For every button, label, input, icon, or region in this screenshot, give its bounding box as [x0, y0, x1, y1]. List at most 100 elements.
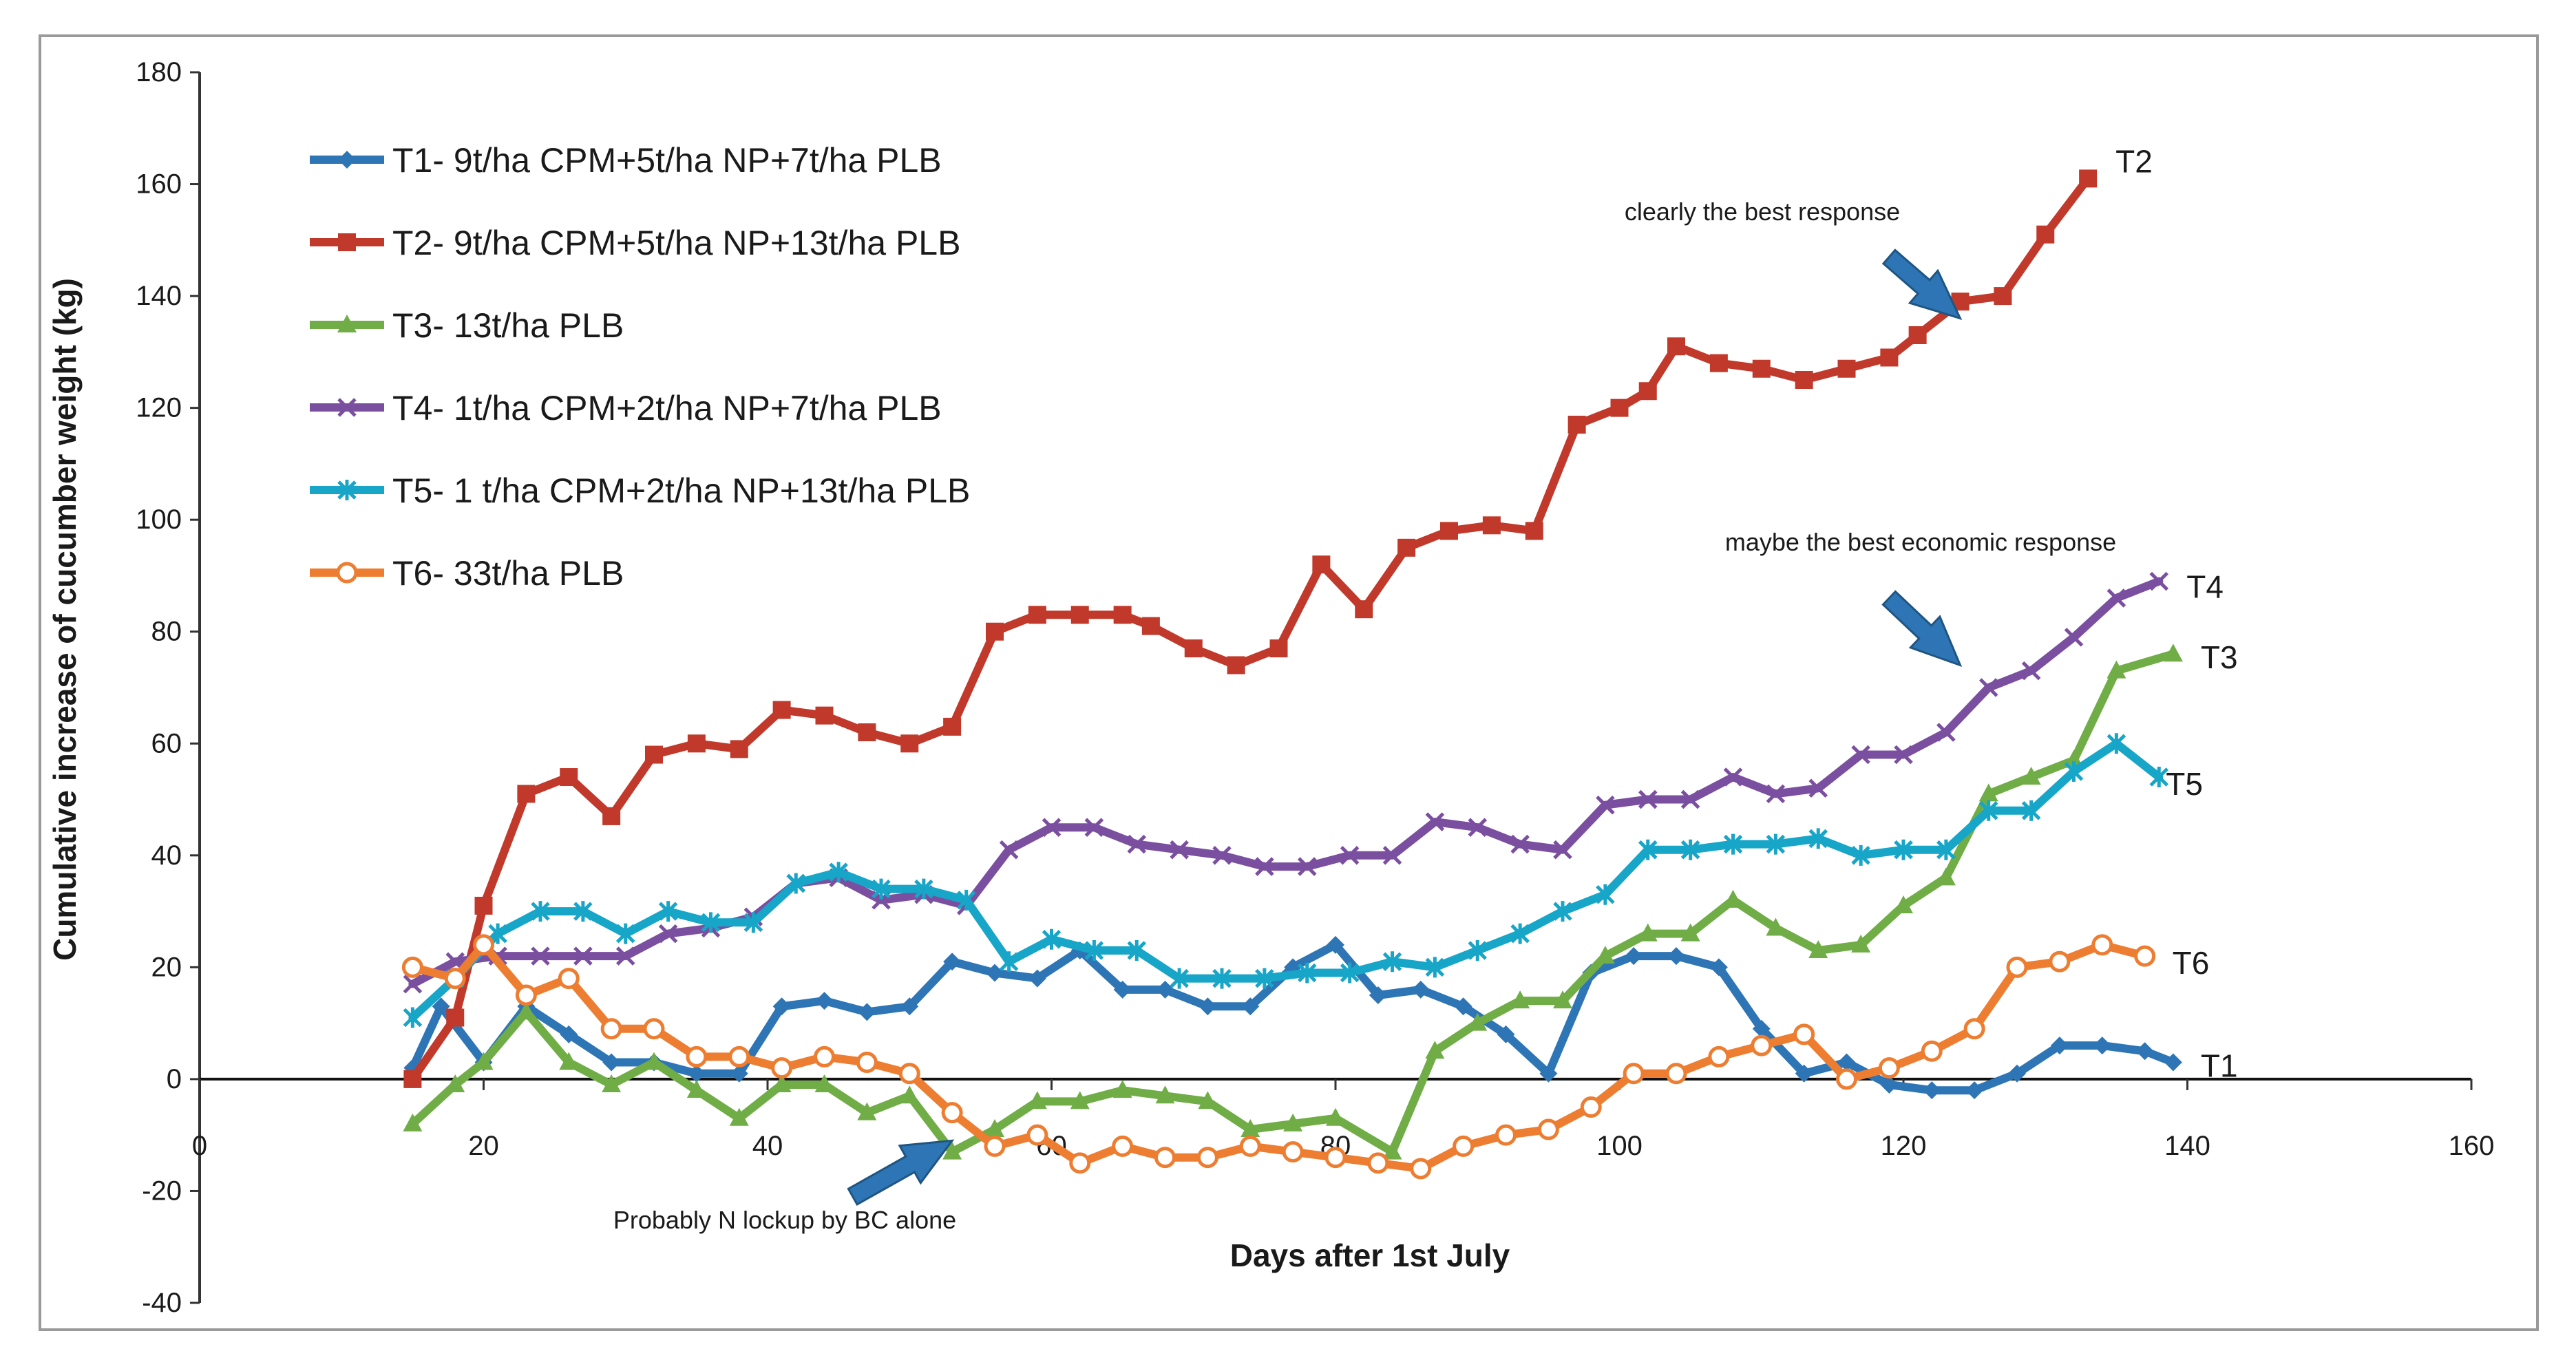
y-tick-label: 0 [167, 1064, 182, 1094]
legend-marker [336, 562, 358, 584]
annotations: clearly the best response maybe the best … [613, 198, 2116, 1234]
data-point [2021, 767, 2041, 785]
data-point [1709, 354, 1728, 372]
data-point [602, 1053, 621, 1072]
data-point [1355, 600, 1373, 619]
data-point [2149, 571, 2169, 591]
y-tick-label: 60 [151, 728, 182, 758]
data-point [1808, 939, 1828, 958]
data-point [2091, 934, 2113, 956]
data-point [1795, 371, 1813, 389]
data-point [1069, 1152, 1091, 1174]
data-point [1808, 778, 1828, 798]
annotation-best: clearly the best response [1625, 198, 1963, 321]
data-point [658, 901, 678, 922]
y-tick-label: -20 [142, 1176, 182, 1206]
data-point [1196, 1147, 1218, 1169]
data-point [1199, 997, 1217, 1016]
data-point [573, 946, 593, 966]
data-point [516, 1001, 536, 1020]
data-point [1936, 723, 1956, 742]
data-point [560, 1025, 578, 1043]
series-t6 [401, 934, 2156, 1180]
data-point [771, 1057, 793, 1079]
data-point [1894, 839, 1913, 860]
y-tick-label: 160 [136, 169, 182, 200]
legend-label: T3- 13t/ha PLB [392, 306, 624, 345]
data-point [900, 734, 919, 753]
data-point [1596, 795, 1615, 815]
data-point [401, 956, 423, 978]
data-point [1537, 1118, 1559, 1140]
data-point [474, 1052, 494, 1070]
x-tick-label: 120 [1881, 1131, 1927, 1161]
annotation-arrow [847, 1139, 955, 1206]
data-point [1851, 745, 1870, 765]
data-point [473, 934, 494, 956]
data-point [2107, 733, 2126, 754]
data-point [1468, 1012, 1488, 1031]
data-point [942, 1141, 962, 1160]
data-point [1255, 857, 1274, 876]
data-point [1241, 1119, 1260, 1138]
data-point [2164, 1053, 2182, 1072]
data-point [445, 1074, 465, 1093]
data-point [999, 951, 1019, 973]
data-point [701, 912, 721, 933]
data-point [1638, 382, 1657, 401]
data-point [2008, 1064, 2026, 1083]
series-t1 [403, 935, 2182, 1100]
data-point [943, 953, 962, 971]
data-point [872, 878, 891, 900]
data-point [645, 745, 663, 764]
data-point [2064, 761, 2084, 782]
data-point [1411, 980, 1430, 999]
series-t5 [403, 733, 2169, 1028]
data-point [615, 946, 635, 966]
data-point [602, 807, 621, 825]
data-point [1397, 538, 1416, 557]
data-point [1567, 416, 1586, 434]
data-point [2163, 644, 2183, 662]
data-point [986, 964, 1004, 982]
data-point [1596, 884, 1615, 905]
data-point [2079, 169, 2098, 188]
series-end-labels: T1 T2 T3 T4 T5 T6 [2115, 143, 2237, 1083]
data-point [1766, 784, 1786, 804]
data-point [1042, 818, 1062, 837]
data-point [1112, 1080, 1132, 1098]
data-point [600, 1018, 622, 1040]
data-point [1978, 783, 1998, 802]
data-point [814, 1074, 834, 1093]
data-point [1923, 1081, 1941, 1100]
data-point [1382, 951, 1402, 973]
data-point [729, 1107, 749, 1126]
y-tick-label: 140 [136, 281, 182, 311]
data-point [1468, 939, 1488, 961]
series-line [408, 739, 2164, 1022]
data-point [941, 1102, 963, 1124]
data-point [1239, 1135, 1261, 1157]
data-point [1154, 1147, 1176, 1169]
data-point [446, 1008, 465, 1027]
x-tick-label: 40 [752, 1131, 783, 1161]
legend-label: T5- 1 t/ha CPM+2t/ha NP+13t/ha PLB [392, 471, 970, 510]
data-point [432, 997, 450, 1016]
data-point [1553, 840, 1572, 860]
data-point [829, 862, 848, 883]
y-tick-label: 120 [136, 393, 182, 423]
annotation-economic: maybe the best economic response [1725, 528, 2116, 668]
data-point [1026, 1124, 1048, 1146]
legend-marker [337, 480, 357, 500]
data-point [728, 1045, 750, 1067]
data-point [858, 1003, 876, 1021]
legend-item-t4: T4- 1t/ha CPM+2t/ha NP+7t/ha PLB [310, 389, 942, 427]
data-point [687, 1064, 706, 1083]
data-point [914, 878, 933, 900]
data-point [956, 889, 976, 911]
legend-marker [338, 233, 356, 251]
legend-item-t2: T2- 9t/ha CPM+5t/ha NP+13t/ha PLB [310, 224, 960, 262]
data-point [1851, 934, 1871, 953]
data-point [1766, 833, 1786, 855]
data-point [786, 873, 806, 894]
